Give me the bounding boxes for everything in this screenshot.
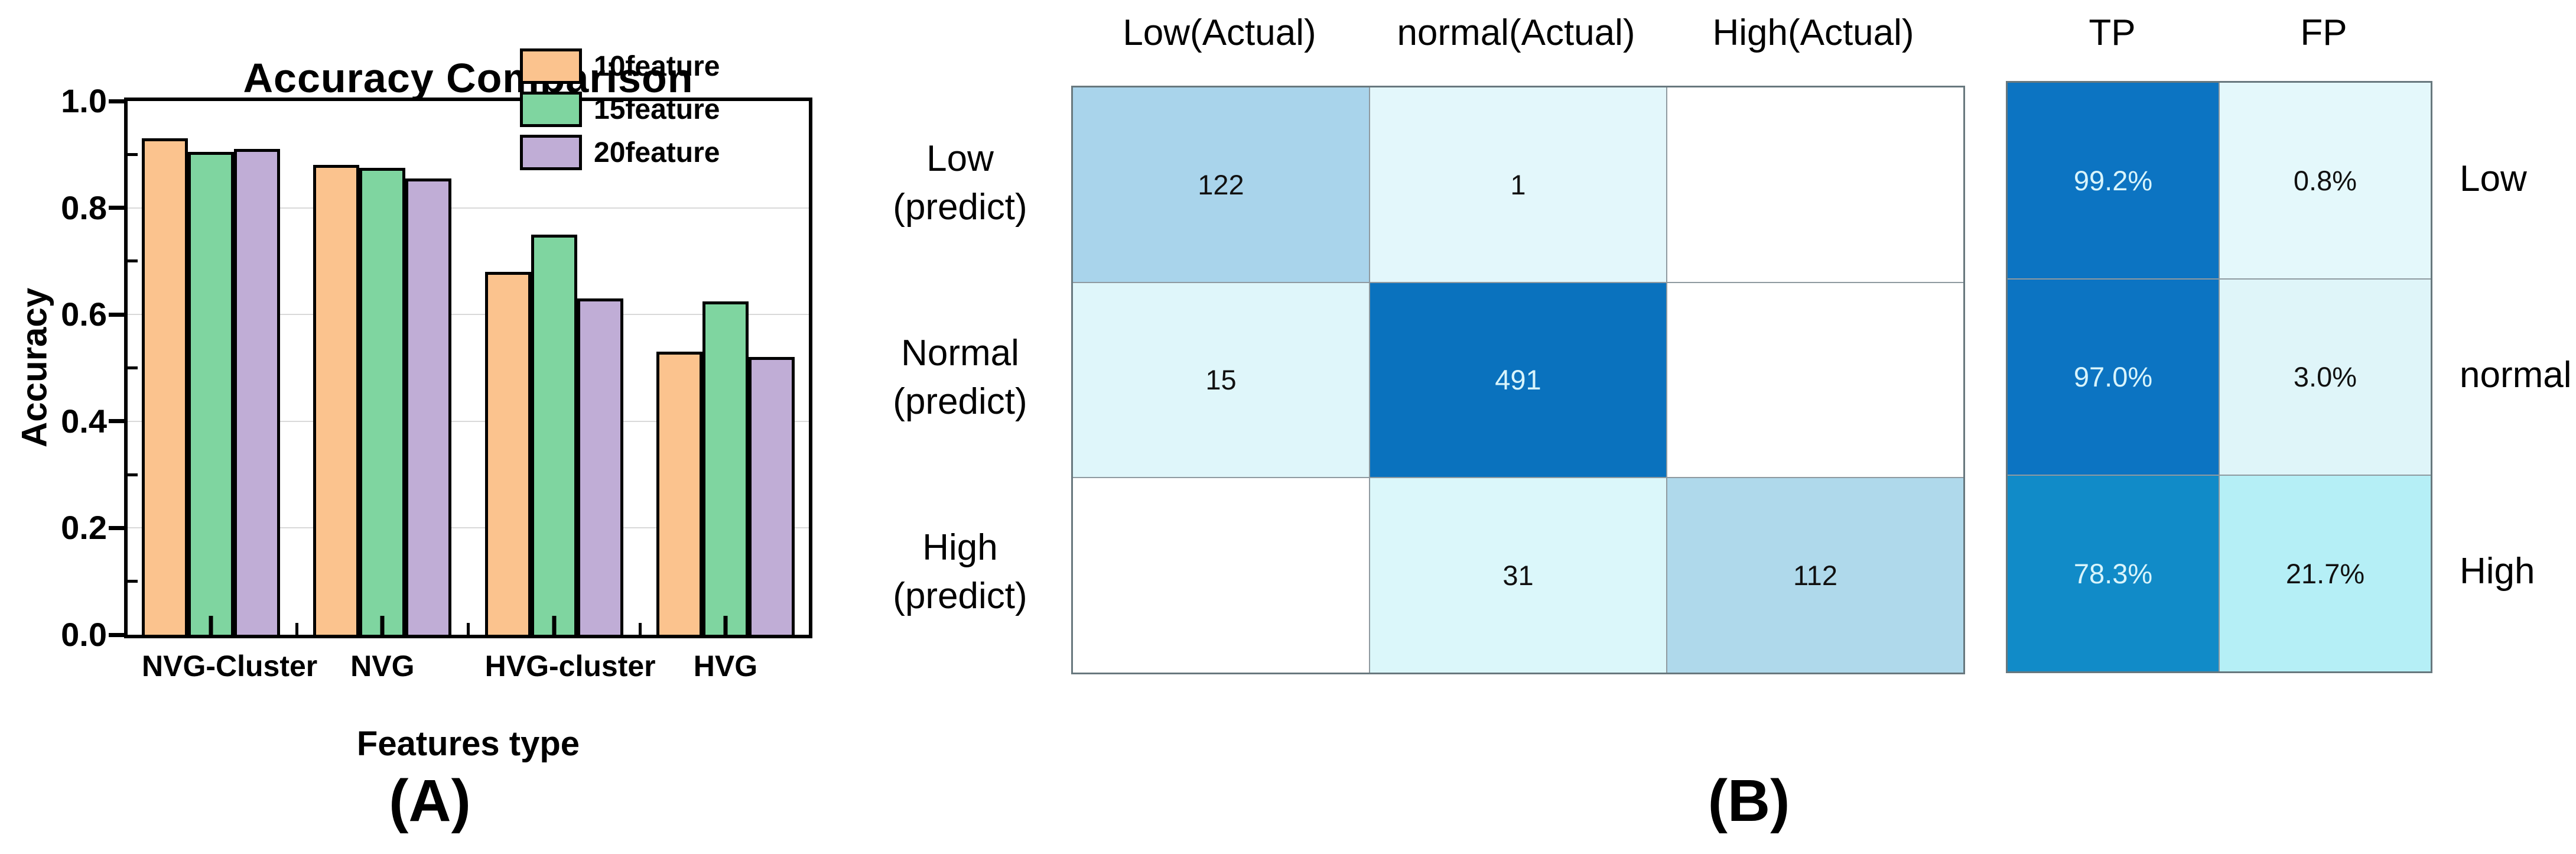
bar-15feature xyxy=(359,168,406,635)
matrix-col-header-normal: normal(Actual) xyxy=(1397,12,1635,53)
y-tick-label: 0.6 xyxy=(61,296,107,333)
x-axis-label: Features type xyxy=(356,725,580,763)
y-major-tick xyxy=(109,206,124,210)
x-category-label: NVG-Cluster xyxy=(142,650,318,683)
legend-label: 10feature xyxy=(594,50,720,82)
y-tick-label: 0.4 xyxy=(61,402,107,440)
bar-15feature xyxy=(531,235,577,635)
chart-title: Accuracy Comparison xyxy=(243,55,694,101)
y-minor-tick xyxy=(128,473,138,476)
legend-entry-20feature: 20feature xyxy=(520,135,720,170)
matrix-row-header-low: Low (predict) xyxy=(857,135,1063,235)
x-minor-tick xyxy=(467,623,470,635)
legend-label: 15feature xyxy=(594,93,720,125)
row-header-line: High xyxy=(922,527,998,568)
cell-r0c0: 99.2% xyxy=(2008,83,2219,278)
gridline xyxy=(128,420,809,422)
row-header-line: (predict) xyxy=(893,381,1027,422)
legend-swatch xyxy=(520,48,582,84)
cell-r0c2 xyxy=(1667,87,1963,282)
y-major-tick xyxy=(109,632,124,637)
y-minor-tick xyxy=(128,366,138,369)
bars-area xyxy=(128,101,809,635)
y-minor-tick xyxy=(128,152,138,156)
bar-20feature xyxy=(405,178,452,635)
x-minor-tick xyxy=(638,623,642,635)
y-major-tick xyxy=(109,525,124,530)
bar-15feature xyxy=(188,152,234,635)
gridline xyxy=(128,207,809,209)
rates-col-header-tp: TP xyxy=(2089,12,2136,53)
y-major-tick xyxy=(109,419,124,424)
bar-10feature xyxy=(142,138,188,635)
matrix-col-header-low: Low(Actual) xyxy=(1123,12,1316,53)
bar-10feature xyxy=(313,165,360,635)
y-minor-tick xyxy=(128,580,138,583)
x-category-label: HVG-cluster xyxy=(484,650,656,683)
panel-a-caption: (A) xyxy=(389,768,471,834)
cell-r1c0: 97.0% xyxy=(2008,279,2219,475)
cell-r1c0: 15 xyxy=(1073,282,1369,478)
row-header-line: (predict) xyxy=(893,576,1027,616)
matrix-row-header-high: High (predict) xyxy=(857,524,1063,624)
bar-10feature xyxy=(656,352,702,635)
cell-r1c2 xyxy=(1667,282,1963,478)
cell-r2c0: 78.3% xyxy=(2008,476,2219,671)
y-tick-label: 1.0 xyxy=(61,82,107,119)
x-category-label: NVG xyxy=(350,650,415,683)
row-header-line: (predict) xyxy=(893,187,1027,228)
x-category-label: HVG xyxy=(693,650,758,683)
matrix-col-header-high: High(Actual) xyxy=(1712,12,1914,53)
bar-group-HVG xyxy=(656,101,795,635)
bar-20feature xyxy=(234,149,280,635)
bar-group-HVG-cluster xyxy=(484,101,623,635)
matrix-row-header-normal: Normal (predict) xyxy=(857,329,1063,430)
bar-15feature xyxy=(702,301,749,635)
bar-20feature xyxy=(577,298,623,635)
bar-group-NVG xyxy=(313,101,452,635)
bar-20feature xyxy=(748,357,795,635)
rates-row-label-low: Low xyxy=(2460,158,2527,199)
y-major-tick xyxy=(109,312,124,317)
cell-r1c1: 3.0% xyxy=(2220,279,2431,475)
legend-swatch xyxy=(520,135,582,170)
x-minor-tick xyxy=(295,623,298,635)
legend-label: 20feature xyxy=(594,137,720,168)
cell-r0c0: 122 xyxy=(1073,87,1369,282)
plot-area: 0.0 0.2 0.4 0.6 0.8 1.0 xyxy=(61,82,812,653)
y-major-tick xyxy=(109,99,124,103)
row-header-line: Low xyxy=(926,138,994,179)
rates-row-label-normal: normal xyxy=(2460,355,2572,395)
rates-col-header-fp: FP xyxy=(2300,12,2347,53)
y-minor-tick xyxy=(128,259,138,263)
cell-r0c1: 0.8% xyxy=(2220,83,2431,278)
rates-grid: 99.2% 0.8% 97.0% 3.0% 78.3% 21.7% xyxy=(2006,81,2432,673)
cell-r2c0 xyxy=(1073,478,1369,673)
legend: 10feature 15feature 20feature xyxy=(520,48,720,178)
y-tick-label: 0.2 xyxy=(61,509,107,547)
legend-entry-10feature: 10feature xyxy=(520,48,720,84)
y-tick-label: 0.0 xyxy=(61,616,107,653)
gridline xyxy=(128,314,809,316)
row-header-line: Normal xyxy=(901,333,1019,374)
cell-r2c1: 31 xyxy=(1370,478,1666,673)
bar-group-NVG-Cluster xyxy=(142,101,280,635)
y-tick-label: 0.8 xyxy=(61,189,107,226)
gridline xyxy=(128,527,809,529)
cell-r0c1: 1 xyxy=(1370,87,1666,282)
bar-10feature xyxy=(484,272,531,635)
legend-entry-15feature: 15feature xyxy=(520,92,720,127)
legend-swatch xyxy=(520,92,582,127)
panel-b-caption: (B) xyxy=(1707,768,1790,834)
x-category-labels: NVG-Cluster NVG HVG-cluster HVG xyxy=(124,649,812,683)
rates-row-label-high: High xyxy=(2460,551,2535,592)
confusion-matrix-grid: 122 1 15 491 31 112 xyxy=(1071,86,1965,674)
cell-r2c2: 112 xyxy=(1667,478,1963,673)
cell-r1c1: 491 xyxy=(1370,282,1666,478)
cell-r2c1: 21.7% xyxy=(2220,476,2431,671)
